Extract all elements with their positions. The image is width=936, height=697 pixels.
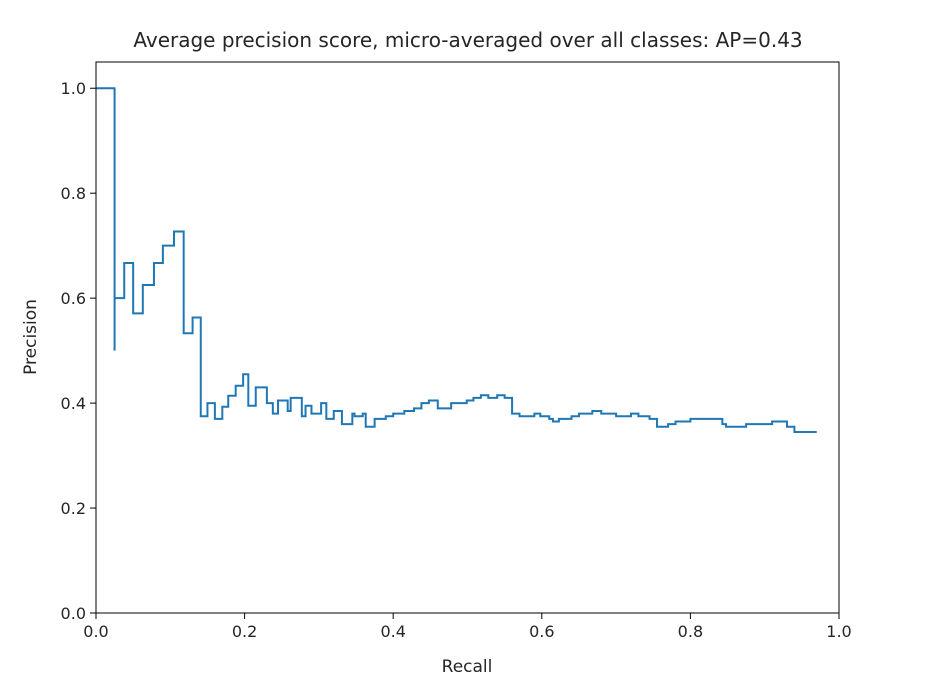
x-tick-label: 0.6	[529, 622, 554, 641]
x-axis: 0.0 0.2 0.4 0.6 0.8 1.0	[83, 613, 852, 641]
y-axis-label: Precision	[21, 299, 41, 375]
y-tick-label: 0.8	[61, 184, 86, 203]
y-tick-label: 0.2	[61, 499, 86, 518]
y-tick-label: 0.6	[61, 289, 86, 308]
precision-recall-curve	[96, 87, 817, 433]
chart-title: Average precision score, micro-averaged …	[133, 28, 802, 52]
y-tick-label: 0.4	[61, 394, 86, 413]
x-tick-label: 0.8	[678, 622, 703, 641]
y-tick-label: 0.0	[61, 604, 86, 623]
x-tick-label: 0.0	[83, 622, 108, 641]
x-tick-label: 0.4	[380, 622, 405, 641]
y-tick-label: 1.0	[61, 79, 86, 98]
y-axis: 0.0 0.2 0.4 0.6 0.8 1.0	[61, 79, 96, 623]
axes-frame	[95, 61, 840, 614]
x-axis-label: Recall	[442, 657, 493, 677]
x-tick-label: 1.0	[826, 622, 851, 641]
x-tick-label: 0.2	[232, 622, 257, 641]
axes-background	[96, 62, 839, 613]
plot-area	[95, 61, 840, 614]
